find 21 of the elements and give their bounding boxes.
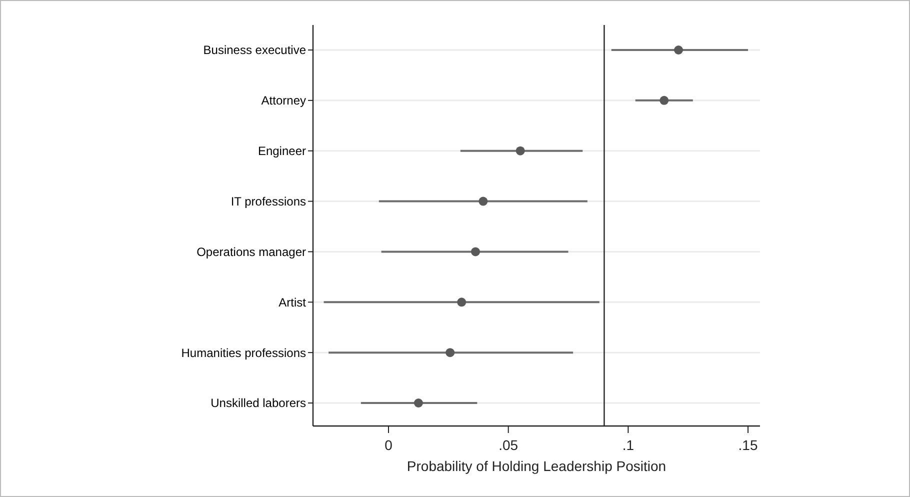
y-tick-label: Operations manager	[196, 244, 306, 259]
x-tick-label: .15	[738, 437, 758, 453]
y-tick-label: Attorney	[261, 94, 306, 108]
x-tick-label: .1	[622, 437, 634, 453]
point	[414, 398, 423, 408]
x-tick-label: .05	[498, 437, 518, 453]
point	[674, 46, 684, 54]
x-axis-title: Probability of Holding Leadership Position	[406, 458, 666, 474]
y-tick-label: Humanities professions	[181, 346, 306, 360]
point	[471, 247, 480, 256]
y-tick-label: Unskilled laborers	[210, 396, 306, 410]
y-tick-label: Artist	[278, 295, 307, 310]
point	[478, 196, 488, 206]
point	[516, 146, 525, 156]
y-tick-label: Business executive	[203, 43, 306, 58]
point	[457, 298, 466, 307]
point	[660, 96, 669, 105]
point	[446, 348, 455, 358]
y-tick-label: Engineer	[258, 144, 306, 158]
y-tick-label: IT professions	[230, 194, 306, 208]
x-tick-label: 0	[384, 437, 393, 453]
